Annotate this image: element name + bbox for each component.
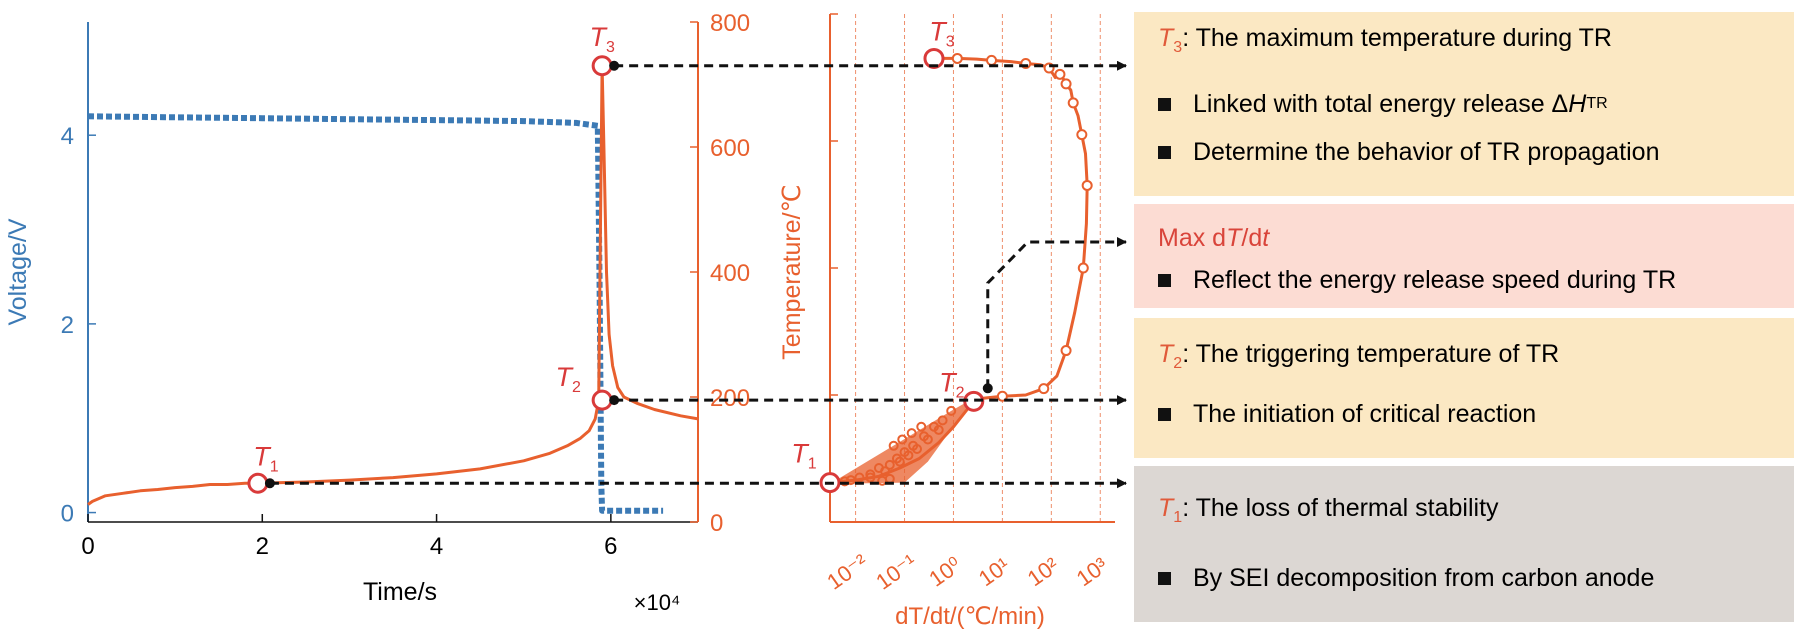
right-tick-label: 400: [710, 260, 750, 287]
x-tick-label: 10¹: [974, 552, 1014, 591]
max-rate-connector-arrow: [986, 237, 1127, 389]
t1-marker-label: T1: [253, 441, 279, 475]
rate-data-point: [996, 390, 1008, 402]
x-tick-label: 6: [604, 533, 617, 560]
x-tick-label: 4: [430, 533, 443, 560]
x-tick-label: 10⁻¹: [871, 549, 921, 594]
rate-data-point: [1076, 129, 1088, 141]
x-tick-label: 2: [256, 533, 269, 560]
bullet-square-icon: [1158, 97, 1171, 111]
x-tick-label: 10²: [1023, 552, 1063, 591]
bullet-square-icon: [1158, 145, 1171, 159]
t1-annotation-title: T1: The loss of thermal stability: [1158, 494, 1499, 526]
rate-data-point: [1067, 97, 1079, 109]
t2-marker-label: T2: [555, 362, 581, 396]
t2-annotation-title: T2: The triggering temperature of TR: [1158, 340, 1560, 372]
rate-data-point: [1054, 68, 1066, 80]
rate-data-point: [951, 52, 963, 64]
rate-data-point: [1038, 383, 1050, 395]
bullet-square-icon: [1158, 273, 1171, 287]
t3-annotation-title: T3: The maximum temperature during TR: [1158, 24, 1612, 56]
scatter-dense-band: [830, 398, 974, 484]
right-tick-label: 600: [710, 135, 750, 162]
t2-annotation-box: T2: The triggering temperature of TR The…: [1134, 318, 1794, 458]
right-tick-label: 200: [710, 385, 750, 412]
right-tick-label: 0: [710, 510, 723, 537]
left-tick-label: 0: [61, 501, 74, 528]
max-rate-annotation-title: Max dT/dt: [1158, 224, 1270, 252]
x-multiplier-label: ×10⁴: [634, 590, 681, 615]
bullet-square-icon: [1158, 407, 1171, 421]
t2-rate-marker-label: T2: [939, 367, 965, 401]
t1-rate-marker-label: T1: [791, 439, 817, 473]
rate-x-axis-title: dT/dt/(℃/min): [895, 603, 1045, 630]
t3-marker-label: T3: [589, 22, 615, 56]
connector-arrows: [264, 60, 1127, 489]
t3-bullet-energy: Linked with total energy release Δ H TR: [1158, 84, 1776, 124]
bullet-square-icon: [1158, 571, 1171, 585]
t1-bullet-sei: By SEI decomposition from carbon anode: [1158, 558, 1776, 598]
temperature-series-line: [87, 64, 699, 506]
rate-data-point: [986, 54, 998, 66]
left-axis-title: Voltage/V: [4, 218, 32, 325]
x-tick-label: 10⁻²: [822, 549, 872, 594]
max-rate-bullet: Reflect the energy release speed during …: [1158, 260, 1776, 300]
t3-bullet-propagation: Determine the behavior of TR propagation: [1158, 132, 1776, 172]
left-tick-label: 2: [61, 312, 74, 339]
left-tick-label: 4: [61, 123, 74, 150]
rate-data-point: [1060, 78, 1072, 90]
x-tick-label: 10⁰: [924, 552, 966, 592]
t3-annotation-box: T3: The maximum temperature during TR Li…: [1134, 12, 1794, 196]
voltage-series-line: [87, 113, 664, 514]
rate-data-point: [1081, 179, 1093, 191]
x-tick-label: 0: [81, 533, 94, 560]
time-chart: 0 2 4 6 Time/s ×10⁴ 0 2 4 Voltage/V 0 200 400 600 800 T…: [4, 10, 806, 615]
t2-bullet-initiation: The initiation of critical reaction: [1158, 394, 1776, 434]
max-rate-annotation-box: Max dT/dt Reflect the energy release spe…: [1134, 204, 1794, 308]
t1-annotation-box: T1: The loss of thermal stability By SEI…: [1134, 466, 1794, 622]
t3-rate-marker-label: T3: [929, 16, 955, 50]
rate-data-point: [1060, 345, 1072, 357]
right-axis-title: Temperature/℃: [778, 184, 806, 359]
x-axis-title: Time/s: [363, 578, 437, 606]
t3-marker: [591, 55, 613, 77]
right-tick-label: 800: [710, 10, 750, 37]
rate-chart: 10⁻² 10⁻¹ 10⁰ 10¹ 10² 10³ dT/dt/(℃/min) T1 T2 T3: [791, 13, 1115, 630]
t1-marker: [247, 472, 269, 494]
rate-data-point: [1077, 262, 1089, 274]
t3-rate-marker: [923, 47, 945, 69]
x-tick-label: 10³: [1072, 552, 1112, 591]
rate-series-line: [829, 56, 1089, 485]
t2-marker: [591, 389, 613, 411]
